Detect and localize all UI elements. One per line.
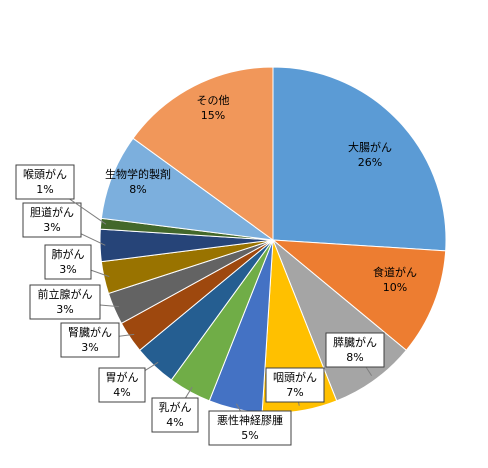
data-label: 生物学的製剤 8% (105, 167, 171, 196)
label-category: 悪性神経膠腫 (217, 413, 283, 427)
data-label: 咽頭がん 7% (265, 367, 325, 406)
pie-slice (272, 66, 447, 252)
label-box (60, 322, 120, 358)
label-value: 4% (166, 416, 183, 429)
label-category: 腎臓がん (68, 325, 112, 339)
label-value: 4% (113, 386, 130, 399)
label-box (44, 244, 92, 280)
label-category: 乳がん (159, 400, 192, 414)
data-label: 膵臓がん 8% (325, 332, 385, 377)
label-value: 15% (201, 109, 225, 122)
label-value: 5% (241, 429, 258, 442)
pie-slice (132, 66, 274, 241)
label-box (98, 367, 146, 403)
data-label: 大腸がん 26% (348, 140, 392, 169)
label-category: 食道がん (373, 265, 417, 279)
data-label: 喉頭がん 1% (15, 164, 107, 225)
label-category: 前立腺がん (38, 287, 93, 301)
label-category: 喉頭がん (23, 167, 67, 181)
data-label: 悪性神経膠腫 5% (208, 403, 292, 446)
data-label: 腎臓がん 3% (60, 322, 135, 358)
label-box (29, 284, 101, 320)
label-value: 1% (36, 183, 53, 196)
label-value: 3% (56, 303, 73, 316)
label-box (15, 164, 75, 200)
label-category: 大腸がん (348, 140, 392, 154)
data-label: 胆道がん 3% (22, 202, 106, 246)
label-value: 10% (383, 281, 407, 294)
label-box (325, 332, 385, 368)
label-box (208, 410, 292, 446)
label-category: 咽頭がん (273, 370, 317, 384)
label-value: 8% (346, 351, 363, 364)
label-category: その他 (197, 94, 230, 107)
label-value: 3% (43, 221, 60, 234)
pie-slice (271, 239, 447, 351)
label-category: 膵臓がん (333, 335, 377, 349)
label-category: 生物学的製剤 (105, 167, 171, 181)
data-label: 胃がん 4% (98, 361, 159, 403)
label-category: 胃がん (106, 370, 139, 384)
data-label: 前立腺がん 3% (29, 284, 120, 320)
label-category: 肺がん (52, 247, 85, 261)
data-label: 食道がん 10% (373, 265, 417, 294)
label-value: 3% (59, 263, 76, 276)
label-category: 胆道がん (30, 205, 74, 219)
label-box (22, 202, 82, 238)
data-label: 乳がん 4% (151, 386, 199, 433)
data-label: その他 15% (197, 94, 230, 122)
label-box (265, 367, 325, 403)
label-value: 3% (81, 341, 98, 354)
label-box (151, 397, 199, 433)
label-value: 7% (286, 386, 303, 399)
data-label: 肺がん 3% (44, 244, 110, 280)
label-value: 8% (129, 183, 146, 196)
label-value: 26% (358, 156, 382, 169)
